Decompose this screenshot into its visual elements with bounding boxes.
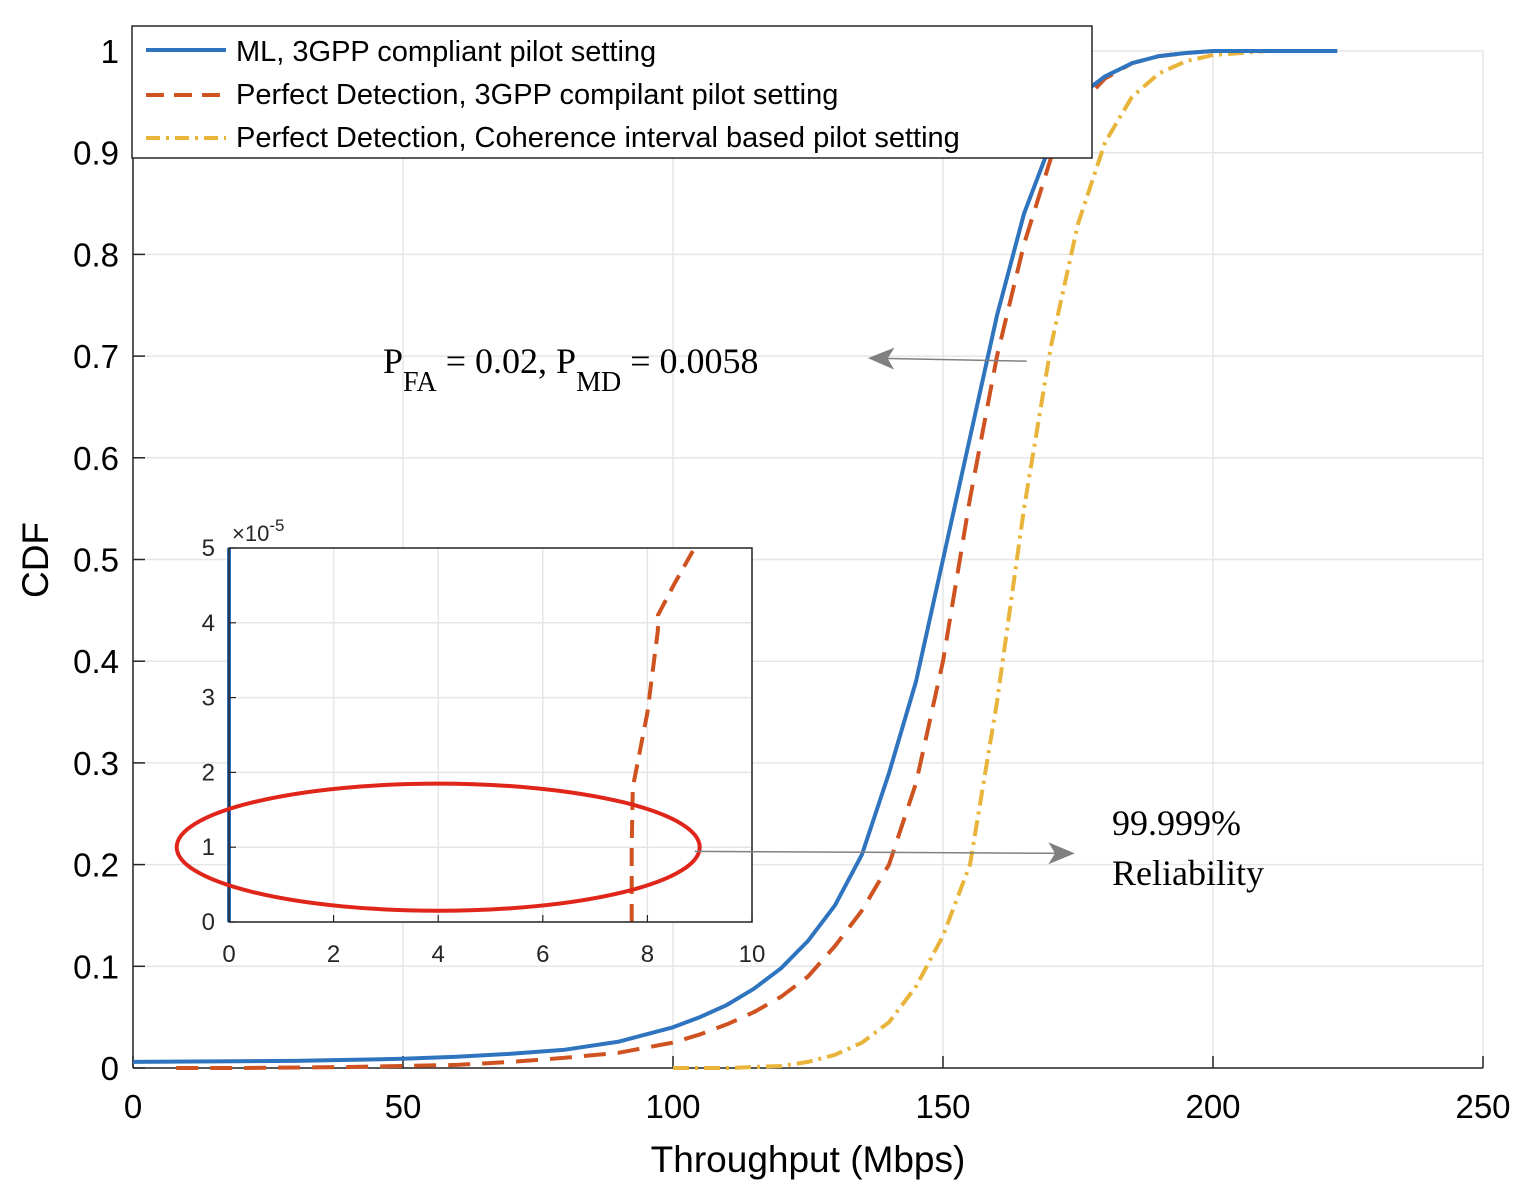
y-tick-label: 0.4 [73, 643, 119, 680]
main-series [132, 49, 1338, 1070]
inset-y-tick-label: 1 [202, 834, 215, 861]
inset-exponent-label: ×10-5 [232, 516, 284, 546]
y-tick-label: 0.3 [73, 745, 119, 782]
inset-y-tick-label: 3 [202, 685, 215, 712]
legend: ML, 3GPP compliant pilot setting Perfect… [131, 25, 1093, 159]
reliability-line-2: Reliability [1112, 853, 1264, 893]
y-axis-label: CDF [15, 522, 56, 598]
inset-axes: 0 2 4 6 8 10 0 1 2 3 4 5 [202, 535, 766, 968]
inset-frame [228, 547, 753, 923]
inset-exponent-base: ×10 [232, 521, 269, 546]
inset-x-tick-label: 6 [536, 941, 549, 968]
inset-x-tick-label: 0 [222, 941, 235, 968]
perfect-coherence-cdf-line [673, 49, 1338, 1070]
inset-y-tick-label: 4 [202, 610, 215, 637]
x-axis-label: Throughput (Mbps) [651, 1139, 966, 1180]
y-tick-label: 0.7 [73, 338, 119, 375]
annotations: PFA = 0.02, PMD = 0.0058 99.999% Reliabi… [174, 341, 1264, 913]
y-tick-label: 0.6 [73, 440, 119, 477]
x-tick-label: 150 [915, 1088, 970, 1125]
reliability-line-1: 99.999% [1112, 803, 1241, 843]
legend-label-perfect-coherence: Perfect Detection, Coherence interval ba… [236, 122, 960, 154]
x-tick-label: 200 [1185, 1088, 1240, 1125]
reliability-highlight-ellipse [174, 781, 702, 913]
inset-x-tick-label: 2 [327, 941, 340, 968]
reliability-arrow [694, 842, 1075, 865]
x-tick-label: 250 [1455, 1088, 1510, 1125]
pfa-pmd-annotation: PFA = 0.02, PMD = 0.0058 [383, 341, 759, 398]
legend-label-ml: ML, 3GPP compliant pilot setting [236, 36, 656, 68]
pmd-subscript: MD [576, 367, 621, 398]
main-axes: 0 50 100 150 200 25000.10.20.30.40.50.60.70.8… [73, 33, 1510, 1125]
inset-y-tick-label: 5 [202, 535, 215, 562]
ml-cdf-line [132, 49, 1338, 1064]
y-tick-label: 1 [101, 33, 119, 70]
inset-x-tick-label: 8 [641, 941, 654, 968]
inset-perfect-3gpp-line [629, 547, 697, 922]
y-tick-label: 0.9 [73, 135, 119, 172]
pfa-p: P [383, 341, 403, 381]
y-tick-label: 0.5 [73, 542, 119, 579]
inset-background [229, 548, 752, 922]
inset-y-tick-label: 0 [202, 909, 215, 936]
pfa-subscript: FA [403, 367, 437, 398]
pfa-pmd-arrow [867, 347, 1027, 370]
y-tick-label: 0 [101, 1050, 119, 1087]
x-tick-label: 50 [385, 1088, 422, 1125]
y-tick-label: 0.1 [73, 948, 119, 985]
legend-label-perfect-3gpp: Perfect Detection, 3GPP compilant pilot … [236, 79, 838, 111]
inset-exponent-power: -5 [269, 516, 284, 535]
x-tick-label: 0 [124, 1088, 142, 1125]
inset-y-tick-label: 2 [202, 759, 215, 786]
y-tick-label: 0.8 [73, 236, 119, 273]
inset-x-tick-label: 10 [739, 941, 766, 968]
inset-x-tick-label: 4 [432, 941, 445, 968]
inset-plot: 0 2 4 6 8 10 0 1 2 3 4 5 ×10-5 [202, 516, 766, 968]
legend-box [131, 25, 1093, 159]
pfa-value: = 0.02, P [437, 341, 576, 381]
x-tick-label: 100 [645, 1088, 700, 1125]
y-tick-label: 0.2 [73, 847, 119, 884]
pmd-value: = 0.0058 [621, 341, 758, 381]
